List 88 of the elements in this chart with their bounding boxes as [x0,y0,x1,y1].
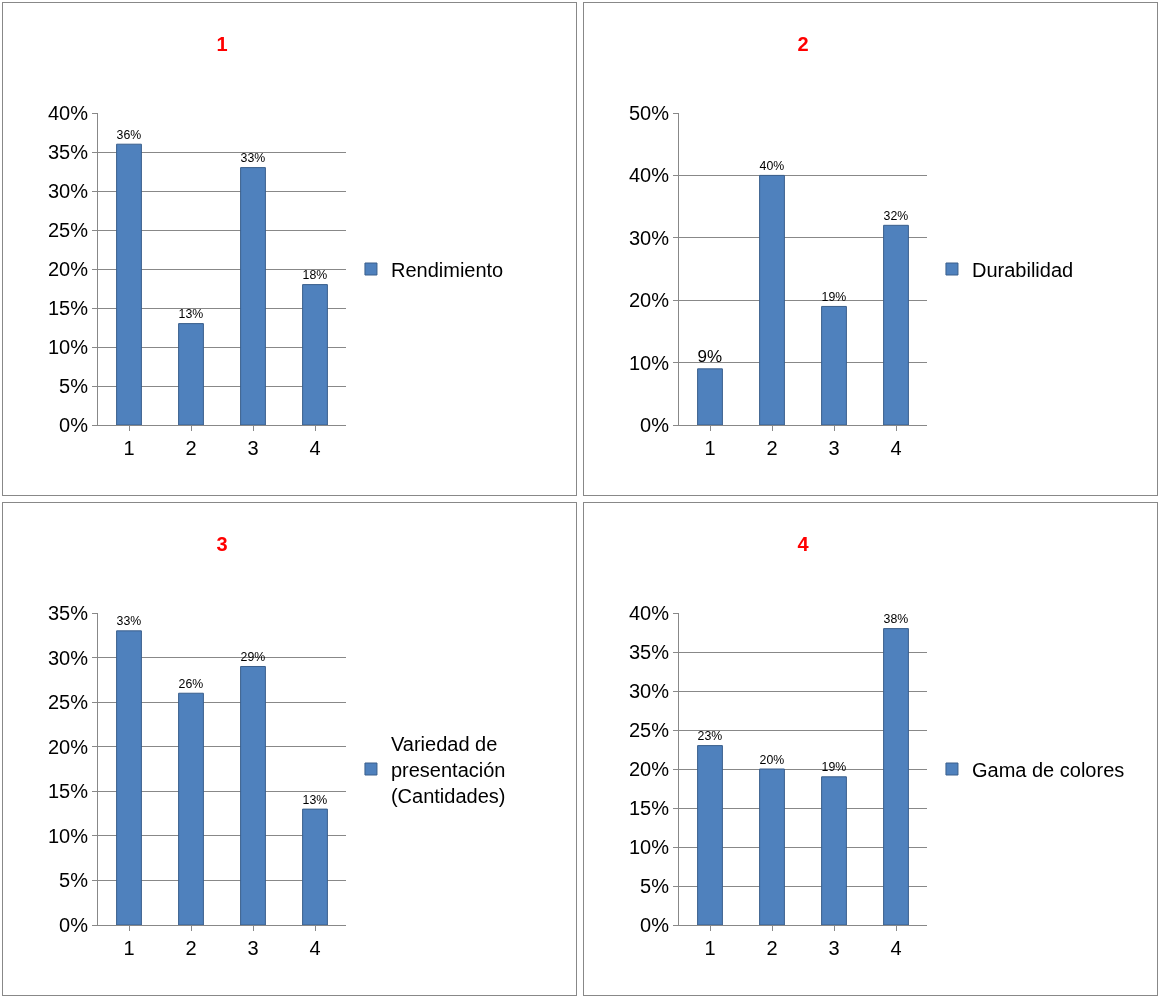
y-tick-label: 0% [640,914,670,936]
chart-title: 4 [797,533,810,556]
y-tick-label: 20% [628,289,670,312]
y-tick-label: 20% [47,258,89,280]
text: 29% [240,650,266,665]
y-tick-label: 10% [628,836,670,858]
x-tick-label: 2 [766,937,778,959]
y-tick-label: 5% [59,869,89,892]
legend-label: Variedad de presentación (Cantidades) [390,732,506,807]
x-tick-label: 1 [123,437,135,459]
x-tick-label: 1 [123,937,135,959]
text: 19% [821,289,847,304]
x-tick-label: 4 [309,937,321,959]
x-tick-label: 3 [247,437,259,459]
x-tick-label: 3 [828,937,840,959]
bar [697,368,723,425]
chart-title: 1 [216,33,228,56]
bar [116,630,142,925]
y-tick-label: 0% [59,414,89,436]
bar [759,768,785,925]
legend-label: Gama de colores [971,758,1125,781]
y-tick-label: 5% [640,875,670,897]
text: 13% [302,792,328,807]
text: 18% [302,268,328,283]
text: 19% [821,760,847,775]
y-tick-label: 10% [47,336,89,358]
x-tick-label: 4 [309,437,321,459]
legend-label: Durabilidad [971,258,1074,281]
text: 38% [883,612,909,627]
chart-title: 3 [216,533,228,556]
x-tick-label: 1 [704,437,716,459]
x-tick-label: 3 [828,437,840,459]
bar [883,224,909,425]
y-tick-label: 50% [628,102,670,124]
bar [302,808,328,925]
text: 33% [240,151,266,166]
y-tick-label: 35% [47,141,89,163]
bar [883,628,909,925]
bar [240,167,266,425]
y-tick-label: 0% [640,414,670,436]
text: 26% [178,676,204,691]
text: 23% [697,729,723,744]
chart-title: 2 [797,33,809,56]
text: 32% [883,208,909,223]
y-tick-label: 40% [47,102,89,124]
y-tick-label: 10% [628,351,670,374]
bar [821,776,847,925]
y-tick-label: 40% [628,164,670,187]
y-tick-label: 10% [47,824,89,847]
bar [178,323,204,425]
bar [302,284,328,425]
y-tick-label: 30% [47,646,89,669]
y-tick-label: 5% [59,375,89,397]
bar [178,692,204,925]
x-tick-label: 2 [185,937,197,959]
x-tick-label: 4 [890,437,902,459]
bar [240,665,266,925]
text: 36% [116,127,142,142]
text: 40% [759,158,785,173]
bar [821,305,847,425]
text: 13% [178,307,204,322]
y-tick-label: 30% [628,680,670,702]
y-tick-label: 40% [628,602,670,624]
y-tick-label: 15% [47,297,89,319]
x-tick-label: 4 [890,937,902,959]
y-tick-label: 0% [59,914,89,936]
y-tick-label: 20% [47,735,89,758]
x-tick-label: 1 [704,937,716,959]
y-tick-label: 15% [628,797,670,819]
bar [759,174,785,425]
y-tick-label: 35% [47,602,89,624]
text: 20% [759,752,785,767]
y-tick-label: 25% [628,719,670,741]
x-tick-label: 3 [247,937,259,959]
x-tick-label: 2 [185,437,197,459]
y-tick-label: 30% [628,226,670,249]
bar [116,143,142,425]
bar [697,745,723,925]
text: 33% [116,614,142,629]
legend-label: Rendimiento [390,258,504,281]
y-tick-label: 20% [628,758,670,780]
text: 9% [697,347,723,367]
y-tick-label: 25% [47,219,89,241]
y-tick-label: 15% [47,780,89,803]
y-tick-label: 35% [628,641,670,663]
y-tick-label: 30% [47,180,89,202]
y-tick-label: 25% [47,691,89,714]
x-tick-label: 2 [766,437,778,459]
